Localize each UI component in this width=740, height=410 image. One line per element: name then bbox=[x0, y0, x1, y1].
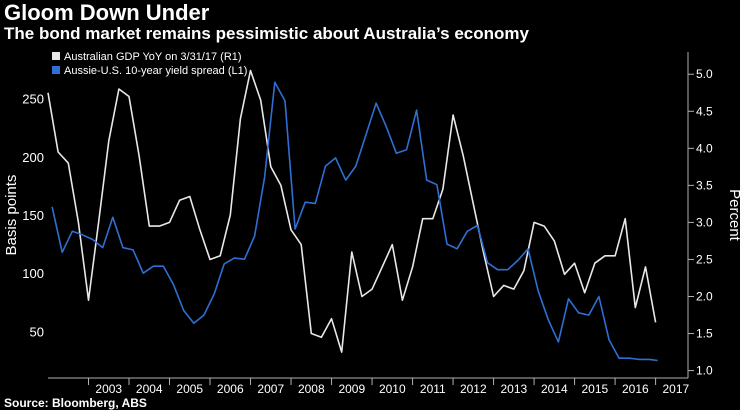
right-tick-label: 4.5 bbox=[696, 104, 713, 118]
x-tick-label: 2012 bbox=[460, 382, 487, 396]
right-tick-label: 1.5 bbox=[696, 327, 713, 341]
left-tick-label: 50 bbox=[30, 324, 44, 339]
x-tick-label: 2010 bbox=[379, 382, 406, 396]
right-tick-label: 4.0 bbox=[696, 141, 713, 155]
x-axis-ticks: 2003 2004 2005 2006 2007 2008 2009 2010 2011 2012… bbox=[88, 378, 690, 396]
right-axis-ticks: 1.0 1.5 2.0 2.5 3.0 3.5 4.0 4.5 5.0 bbox=[688, 67, 713, 378]
x-tick-label: 2016 bbox=[622, 382, 649, 396]
series-line-gdp bbox=[47, 69, 657, 353]
right-tick-label: 3.0 bbox=[696, 215, 713, 229]
chart-title: Gloom Down Under bbox=[4, 0, 210, 25]
right-tick-label: 3.5 bbox=[696, 178, 713, 192]
source-note: Source: Bloomberg, ABS bbox=[4, 396, 147, 410]
left-tick-label: 100 bbox=[22, 266, 44, 281]
legend-label-spread: Aussie-U.S. 10-year yield spread (L1) bbox=[64, 65, 247, 77]
x-tick-label: 2017 bbox=[662, 382, 689, 396]
legend-swatch-gdp bbox=[52, 52, 60, 60]
left-axis-ticks: 50 100 150 200 250 bbox=[22, 92, 44, 340]
chart-subtitle: The bond market remains pessimistic abou… bbox=[4, 24, 529, 43]
x-tick-label: 2008 bbox=[298, 382, 325, 396]
left-tick-label: 150 bbox=[22, 208, 44, 223]
left-axis-label: Basis points bbox=[3, 175, 20, 256]
x-tick-label: 2011 bbox=[420, 382, 446, 396]
x-tick-label: 2004 bbox=[136, 382, 163, 396]
left-tick-label: 200 bbox=[22, 150, 44, 165]
right-tick-label: 2.0 bbox=[696, 290, 713, 304]
series-line-spread bbox=[51, 81, 658, 362]
x-tick-label: 2006 bbox=[217, 382, 244, 396]
right-tick-label: 5.0 bbox=[696, 67, 713, 81]
x-tick-label: 2005 bbox=[176, 382, 203, 396]
x-tick-label: 2014 bbox=[541, 382, 568, 396]
x-tick-label: 2007 bbox=[257, 382, 284, 396]
x-tick-label: 2013 bbox=[500, 382, 527, 396]
series-layer bbox=[47, 69, 658, 362]
x-tick-label: 2003 bbox=[95, 382, 122, 396]
legend-swatch-spread bbox=[52, 66, 60, 74]
legend: Australian GDP YoY on 3/31/17 (R1) Aussi… bbox=[52, 51, 247, 77]
right-tick-label: 2.5 bbox=[696, 252, 713, 266]
right-axis-label: Percent bbox=[726, 189, 740, 242]
legend-label-gdp: Australian GDP YoY on 3/31/17 (R1) bbox=[64, 51, 242, 63]
x-tick-label: 2015 bbox=[581, 382, 608, 396]
x-tick-label: 2009 bbox=[338, 382, 365, 396]
right-tick-label: 1.0 bbox=[696, 364, 713, 378]
left-tick-label: 250 bbox=[22, 92, 44, 107]
